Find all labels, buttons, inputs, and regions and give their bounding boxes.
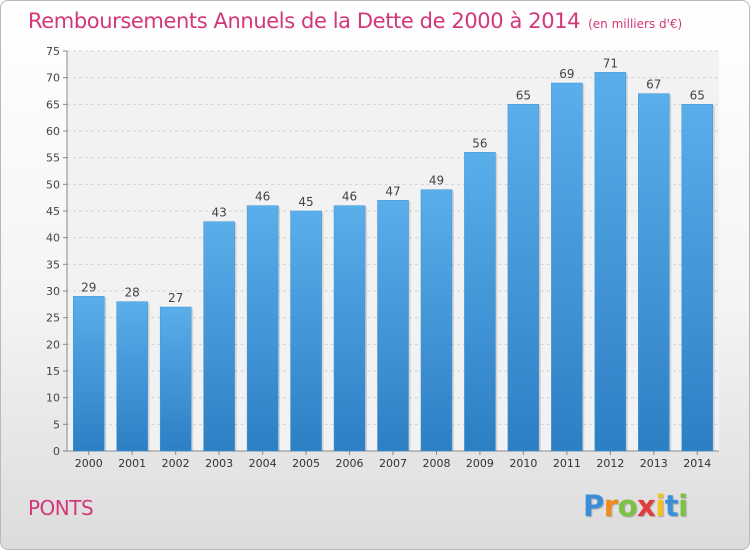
- x-tick-label: 2012: [596, 457, 624, 470]
- chart-unit: (en milliers d'€): [588, 17, 683, 31]
- x-tick-label: 2011: [553, 457, 581, 470]
- data-label: 43: [211, 206, 226, 220]
- bar: [507, 104, 540, 452]
- bar: [594, 72, 627, 452]
- data-label: 47: [385, 184, 400, 198]
- x-tick-label: 2010: [509, 457, 537, 470]
- chart-title-text: Remboursements Annuels de la Dette de 20…: [28, 9, 581, 33]
- bar: [203, 221, 235, 452]
- y-tick-label: 70: [46, 72, 60, 85]
- brand-letter: o: [617, 489, 638, 523]
- data-label: 69: [559, 67, 574, 81]
- y-tick-label: 5: [53, 418, 60, 431]
- bar: [551, 82, 583, 452]
- brand-logo: Proxiti: [583, 489, 688, 523]
- brand-letter: t: [664, 489, 679, 523]
- data-label: 49: [429, 174, 444, 188]
- y-tick-label: 10: [46, 392, 60, 405]
- data-label: 67: [646, 78, 661, 92]
- bar: [464, 152, 496, 452]
- y-tick-label: 60: [46, 125, 60, 138]
- x-tick-label: 2003: [205, 457, 233, 470]
- brand-letter: i: [678, 489, 688, 523]
- bar: [420, 189, 453, 452]
- y-tick-label: 20: [46, 338, 60, 351]
- data-label: 56: [472, 136, 487, 150]
- x-tick-label: 2001: [118, 457, 146, 470]
- data-label: 46: [342, 190, 357, 204]
- brand-letter: r: [603, 489, 618, 523]
- bar: [290, 210, 322, 452]
- y-tick-label: 50: [46, 178, 60, 191]
- data-label: 65: [690, 88, 705, 102]
- data-label: 28: [125, 286, 140, 300]
- data-label: 27: [168, 291, 183, 305]
- bar: [159, 306, 192, 452]
- y-tick-label: 45: [46, 205, 60, 218]
- location-label: PONTS: [28, 496, 94, 520]
- x-tick-label: 2005: [292, 457, 320, 470]
- y-tick-label: 75: [46, 45, 60, 58]
- x-tick-label: 2014: [683, 457, 711, 470]
- data-label: 65: [516, 88, 531, 102]
- bar: [681, 104, 714, 452]
- x-tick-label: 2004: [249, 457, 277, 470]
- y-tick-label: 15: [46, 365, 60, 378]
- bar: [72, 296, 105, 452]
- brand-letter: i: [655, 489, 665, 523]
- y-tick-label: 0: [53, 445, 60, 458]
- data-label: 71: [603, 56, 618, 70]
- y-tick-label: 30: [46, 285, 60, 298]
- y-tick-label: 35: [46, 258, 60, 271]
- data-label: 45: [298, 195, 313, 209]
- brand-letter: P: [583, 489, 604, 523]
- data-label: 29: [81, 280, 96, 294]
- x-tick-label: 2002: [162, 457, 190, 470]
- bar: [377, 200, 409, 452]
- y-tick-label: 55: [46, 152, 60, 165]
- y-tick-label: 65: [46, 98, 60, 111]
- x-tick-label: 2007: [379, 457, 407, 470]
- data-label: 46: [255, 190, 270, 204]
- bar: [246, 205, 279, 452]
- x-tick-label: 2009: [466, 457, 494, 470]
- chart-title: Remboursements Annuels de la Dette de 20…: [28, 9, 682, 33]
- bar: [638, 93, 670, 452]
- bar: [333, 205, 366, 452]
- x-tick-label: 2013: [640, 457, 668, 470]
- x-tick-label: 2000: [75, 457, 103, 470]
- x-tick-label: 2006: [336, 457, 364, 470]
- bar: [116, 301, 148, 452]
- x-tick-label: 2008: [422, 457, 450, 470]
- brand-letter: x: [637, 489, 656, 523]
- y-tick-label: 40: [46, 232, 60, 245]
- y-tick-label: 25: [46, 312, 60, 325]
